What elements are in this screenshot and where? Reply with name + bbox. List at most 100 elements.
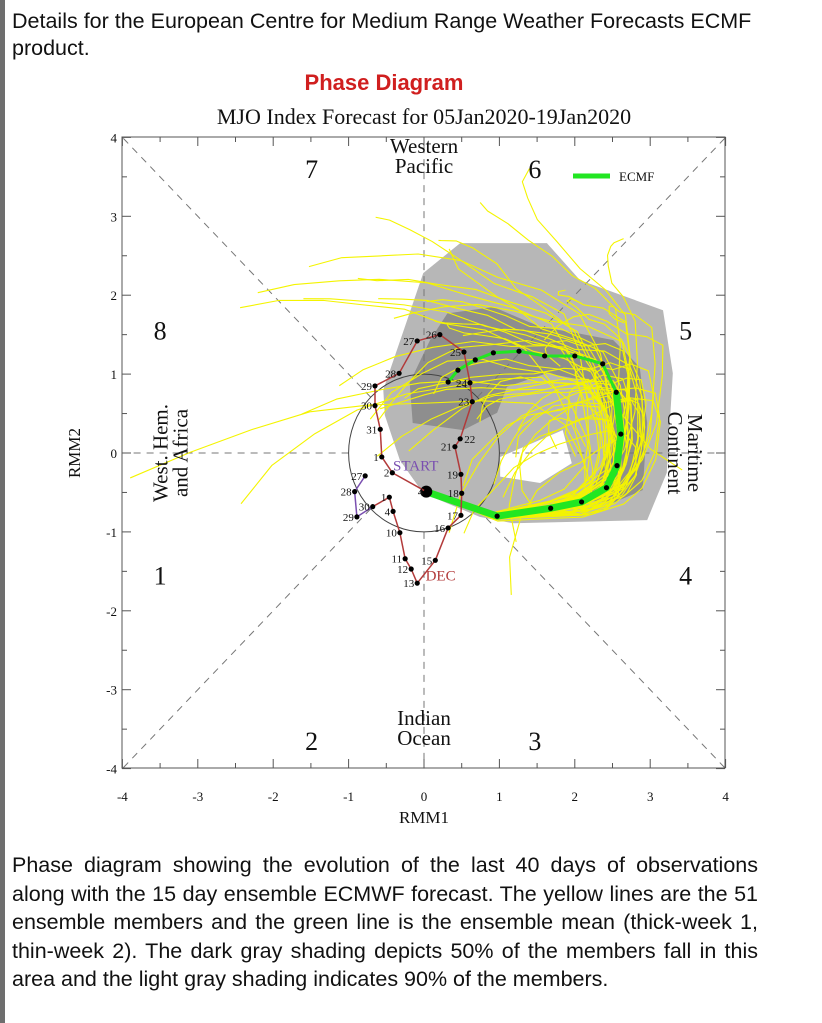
intro-text: Details for the European Centre for Medi…	[12, 9, 752, 60]
observed-day-label: 25	[450, 347, 462, 359]
observed-segment	[374, 405, 382, 430]
observed-point	[432, 557, 438, 563]
observed-day-label: 12	[397, 564, 408, 576]
ensemble-member-line	[426, 239, 608, 514]
observed-point	[423, 489, 429, 495]
observed-day-label: 28	[385, 368, 397, 380]
phase-diagonal	[122, 137, 372, 398]
phase-diagonal	[476, 508, 726, 769]
y-tick-label: 1	[111, 367, 118, 382]
x-tick-label: 1	[496, 789, 503, 804]
observed-segment	[391, 472, 427, 493]
y-tick-label: 2	[111, 288, 118, 303]
x-tick-label: -1	[343, 789, 354, 804]
section-title: Phase Diagram	[305, 70, 464, 95]
ensemble-mean-point	[614, 463, 620, 469]
observed-point	[414, 338, 420, 344]
y-tick-label: -1	[106, 525, 117, 540]
ensemble-member-line	[357, 277, 601, 516]
ensemble-mean-week1	[425, 391, 625, 520]
ensemble-mean-point	[578, 499, 585, 505]
observed-point	[458, 512, 464, 518]
observed-day-label: 27	[403, 336, 415, 348]
unit-circle	[348, 373, 500, 533]
observed-day-label: 28	[341, 487, 353, 499]
figure-caption: Phase diagram showing the evolution of t…	[12, 853, 758, 991]
x-tick-label: 0	[421, 789, 428, 804]
ensemble-mean-point	[494, 513, 500, 519]
observed-segment	[374, 372, 400, 387]
phase-diagonal	[476, 137, 726, 398]
observed-day-label: 30	[359, 502, 371, 514]
observed-day-label: 29	[343, 512, 355, 524]
phase-label-2: 2	[305, 727, 318, 756]
region-label-line: and Africa	[168, 408, 192, 497]
ensemble-mean-point	[455, 367, 461, 373]
observed-day-label: 26	[426, 330, 438, 342]
observed-day-label: 16	[434, 523, 446, 535]
observed-segment	[356, 506, 374, 518]
observed-day-label: 24	[456, 378, 468, 390]
ensemble-members	[129, 168, 683, 595]
observed-day-label: 15	[421, 555, 433, 567]
observed-day-label: 1	[381, 492, 387, 504]
observed-point	[396, 370, 402, 376]
phase-label-6: 6	[528, 155, 541, 184]
observed-point	[362, 473, 368, 479]
observed-point	[437, 332, 443, 338]
region-label-line: Indian	[397, 706, 451, 730]
region-label-line: Pacific	[395, 154, 453, 178]
observed-segment	[372, 496, 390, 508]
observed-day-label: 31	[366, 424, 377, 436]
observed-point	[459, 490, 465, 496]
x-tick-label: -2	[268, 789, 279, 804]
x-tick-label: 3	[647, 789, 654, 804]
x-tick-label: -3	[192, 789, 203, 804]
region-label-line: Maritime	[683, 414, 707, 492]
shading-50pct	[409, 307, 648, 503]
ensemble-mean-point	[618, 431, 624, 437]
observed-segment	[379, 429, 383, 457]
x-axis-label: RMM1	[399, 808, 449, 827]
observed-point	[377, 426, 383, 432]
annotation-dec: DEC	[426, 568, 456, 584]
observed-day-label: 30	[361, 401, 373, 413]
observed-point	[402, 556, 408, 562]
observed-segment	[434, 527, 449, 561]
observed-point	[467, 380, 473, 386]
observed-day-label: 29	[361, 381, 373, 393]
observed-point	[372, 383, 378, 389]
observed-point	[408, 566, 414, 572]
ensemble-mean-point	[548, 505, 554, 511]
legend-label: ECMF	[619, 169, 654, 184]
phase-label-8: 8	[154, 317, 167, 346]
phase-label-5: 5	[679, 317, 692, 346]
observed-day-label: 19	[447, 469, 459, 481]
ensemble-mean-point	[613, 389, 619, 395]
phase-label-1: 1	[154, 561, 167, 590]
x-tick-label: -4	[117, 789, 128, 804]
observed-point	[397, 530, 403, 536]
observed-segment	[416, 559, 436, 584]
ensemble-member-line	[426, 376, 606, 514]
x-tick-label: 2	[572, 789, 579, 804]
observed-segment	[353, 491, 358, 517]
phase-label-7: 7	[305, 155, 318, 184]
observed-segment	[454, 446, 462, 475]
observed-day-label: 1	[373, 452, 379, 464]
region-label-line: Continent	[663, 412, 687, 495]
observed-day-label: 2	[384, 468, 390, 480]
y-tick-label: -4	[106, 762, 117, 777]
observed-day-label: 13	[403, 578, 415, 590]
ensemble-mean-point	[445, 379, 451, 385]
observed-segment	[354, 475, 366, 493]
observed-segment	[417, 333, 441, 342]
ensemble-mean-point	[472, 357, 478, 363]
observed-segment	[392, 511, 401, 533]
observed-point	[352, 489, 358, 495]
ensemble-member-line	[426, 398, 645, 518]
phase-label-4: 4	[679, 561, 692, 590]
observed-day-label: 10	[386, 528, 398, 540]
